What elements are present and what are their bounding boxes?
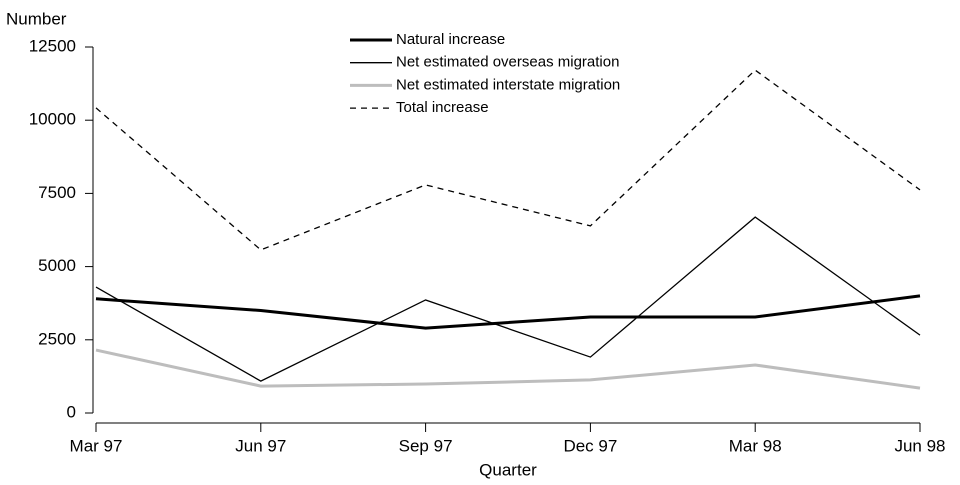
y-tick-label: 10000 — [29, 110, 76, 129]
y-tick-label: 5000 — [38, 256, 76, 275]
legend-label: Total increase — [396, 99, 489, 116]
series-line — [95, 69, 921, 251]
legend-label: Natural increase — [396, 31, 505, 48]
series-line — [95, 294, 921, 330]
series-line — [95, 348, 921, 390]
x-tick-label: Jun 97 — [235, 436, 286, 455]
series-line — [95, 216, 921, 382]
x-tick-label: Sep 97 — [399, 436, 453, 455]
x-tick-label: Mar 98 — [729, 436, 782, 455]
y-tick-label: 7500 — [38, 183, 76, 202]
y-axis-label: Number — [6, 9, 67, 28]
x-tick-label: Jun 98 — [894, 436, 945, 455]
x-tick-label: Mar 97 — [70, 436, 123, 455]
legend-label: Net estimated interstate migration — [396, 76, 620, 93]
y-tick-label: 2500 — [38, 329, 76, 348]
legend: Natural increase Net estimated overseas m… — [350, 31, 620, 116]
legend-label: Net estimated overseas migration — [396, 54, 619, 71]
y-tick-label: 12500 — [29, 36, 76, 55]
y-tick-label: 0 — [67, 402, 76, 421]
x-tick-label: Dec 97 — [563, 436, 617, 455]
x-axis-label: Quarter — [479, 460, 537, 479]
